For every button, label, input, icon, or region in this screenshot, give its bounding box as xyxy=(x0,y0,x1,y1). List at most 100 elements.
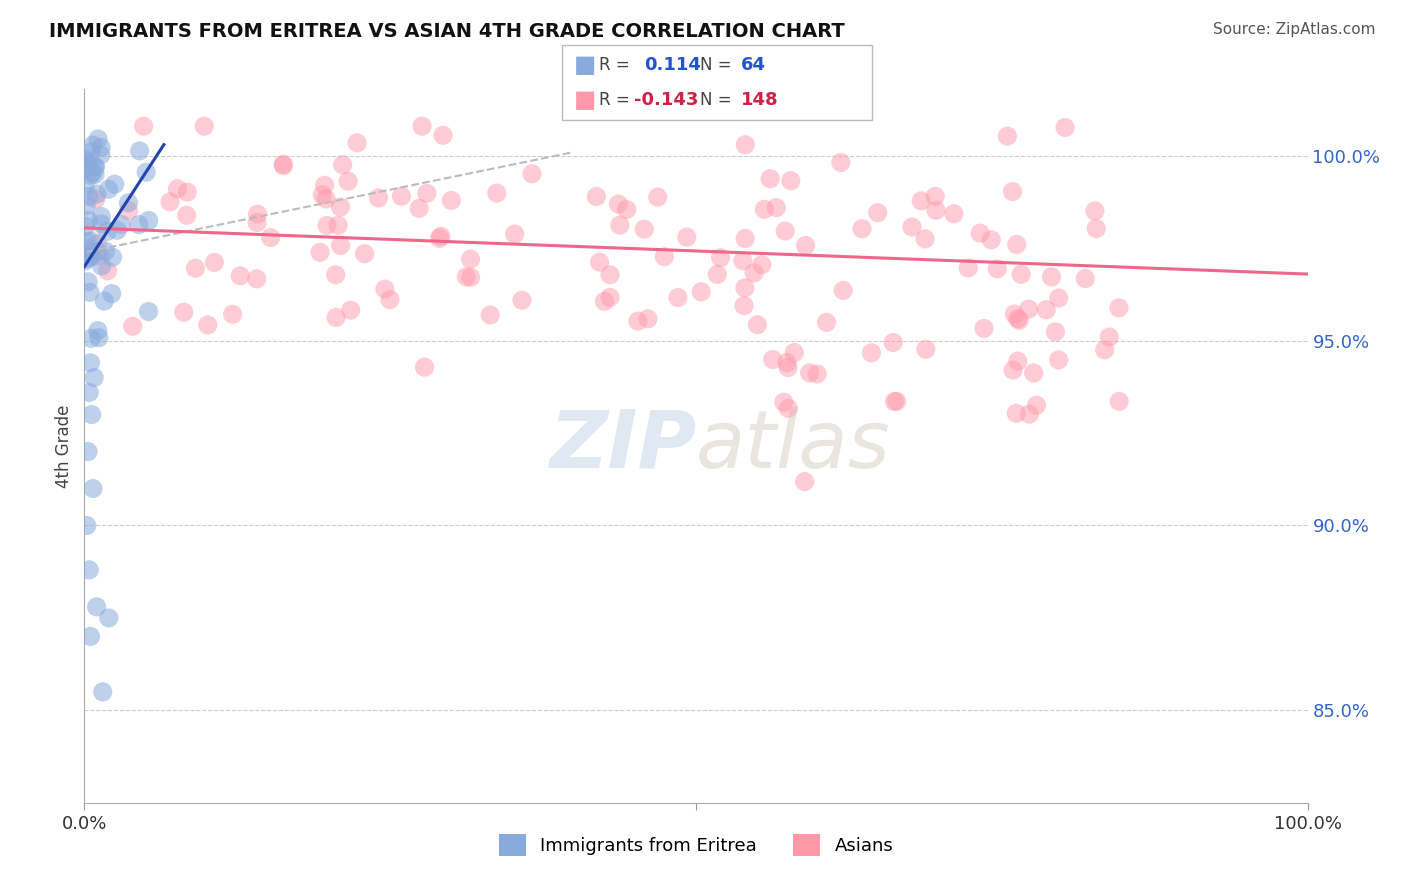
Text: -0.143: -0.143 xyxy=(634,91,699,109)
Point xyxy=(910,194,932,208)
Point xyxy=(105,223,128,237)
Point xyxy=(794,238,817,252)
Point xyxy=(337,174,360,188)
Point xyxy=(783,345,806,359)
Point xyxy=(326,219,349,233)
Point xyxy=(202,255,225,269)
Point xyxy=(77,444,100,458)
Point xyxy=(316,219,339,233)
Point xyxy=(1035,302,1057,317)
Point xyxy=(77,275,100,289)
Point xyxy=(779,174,801,188)
Point xyxy=(339,303,361,318)
Point xyxy=(440,194,463,208)
Point xyxy=(654,250,676,264)
Point xyxy=(117,195,139,210)
Point xyxy=(110,218,132,232)
Point xyxy=(731,253,754,268)
Text: IMMIGRANTS FROM ERITREA VS ASIAN 4TH GRADE CORRELATION CHART: IMMIGRANTS FROM ERITREA VS ASIAN 4TH GRA… xyxy=(49,22,845,41)
Point xyxy=(1085,221,1108,235)
Point xyxy=(83,370,105,384)
Point xyxy=(82,165,104,179)
Point xyxy=(76,518,98,533)
Point xyxy=(90,259,112,273)
Point xyxy=(973,321,995,335)
Point xyxy=(260,230,283,244)
Point xyxy=(815,315,838,329)
Point xyxy=(633,222,655,236)
Point xyxy=(246,215,269,229)
Point xyxy=(86,599,108,614)
Point xyxy=(82,482,104,496)
Point xyxy=(1010,268,1032,282)
Point xyxy=(830,155,852,169)
Point xyxy=(751,258,773,272)
Point xyxy=(91,685,114,699)
Point xyxy=(273,157,295,171)
Point xyxy=(184,261,207,276)
Point xyxy=(83,160,105,174)
Text: 64: 64 xyxy=(741,56,766,74)
Point xyxy=(995,129,1018,144)
Text: Source: ZipAtlas.com: Source: ZipAtlas.com xyxy=(1212,22,1375,37)
Point xyxy=(84,167,107,181)
Point xyxy=(1108,394,1130,409)
Point xyxy=(76,154,98,169)
Point xyxy=(585,189,607,203)
Text: 148: 148 xyxy=(741,91,779,109)
Point xyxy=(942,207,965,221)
Point xyxy=(132,119,155,133)
Point xyxy=(90,140,112,154)
Point xyxy=(969,226,991,240)
Point xyxy=(666,291,689,305)
Point xyxy=(460,270,482,285)
Point xyxy=(1002,363,1025,377)
Point xyxy=(1018,302,1040,317)
Point xyxy=(925,203,948,218)
Point xyxy=(86,237,108,252)
Point xyxy=(754,202,776,217)
Point xyxy=(138,213,160,227)
Point xyxy=(77,385,100,400)
Point xyxy=(104,177,127,191)
Point xyxy=(271,159,294,173)
Point xyxy=(77,156,100,170)
Point xyxy=(76,161,98,176)
Point xyxy=(73,160,96,174)
Point xyxy=(1005,406,1028,420)
Point xyxy=(87,132,110,146)
Point xyxy=(886,394,908,409)
Point xyxy=(832,284,855,298)
Point xyxy=(314,178,336,193)
Point xyxy=(627,314,650,328)
Point xyxy=(77,242,100,256)
Point xyxy=(1074,271,1097,285)
Point xyxy=(980,233,1002,247)
Point xyxy=(637,311,659,326)
Point xyxy=(1007,354,1029,368)
Point xyxy=(734,137,756,152)
Point xyxy=(391,189,413,203)
Point xyxy=(616,202,638,217)
Point xyxy=(485,186,508,200)
Point xyxy=(866,205,889,219)
Point xyxy=(176,185,198,199)
Text: 0.114: 0.114 xyxy=(644,56,700,74)
Point xyxy=(599,290,621,304)
Point xyxy=(329,200,352,214)
Point xyxy=(82,138,104,153)
Point xyxy=(193,119,215,133)
Point xyxy=(325,310,347,325)
Point xyxy=(479,308,502,322)
Point xyxy=(1008,313,1031,327)
Point xyxy=(1094,343,1116,357)
Point xyxy=(747,318,769,332)
Point xyxy=(166,182,188,196)
Point xyxy=(772,395,794,409)
Point xyxy=(246,272,269,286)
Point xyxy=(762,352,785,367)
Point xyxy=(173,305,195,319)
Point xyxy=(1025,398,1047,412)
Point xyxy=(93,294,115,309)
Point xyxy=(311,187,333,202)
